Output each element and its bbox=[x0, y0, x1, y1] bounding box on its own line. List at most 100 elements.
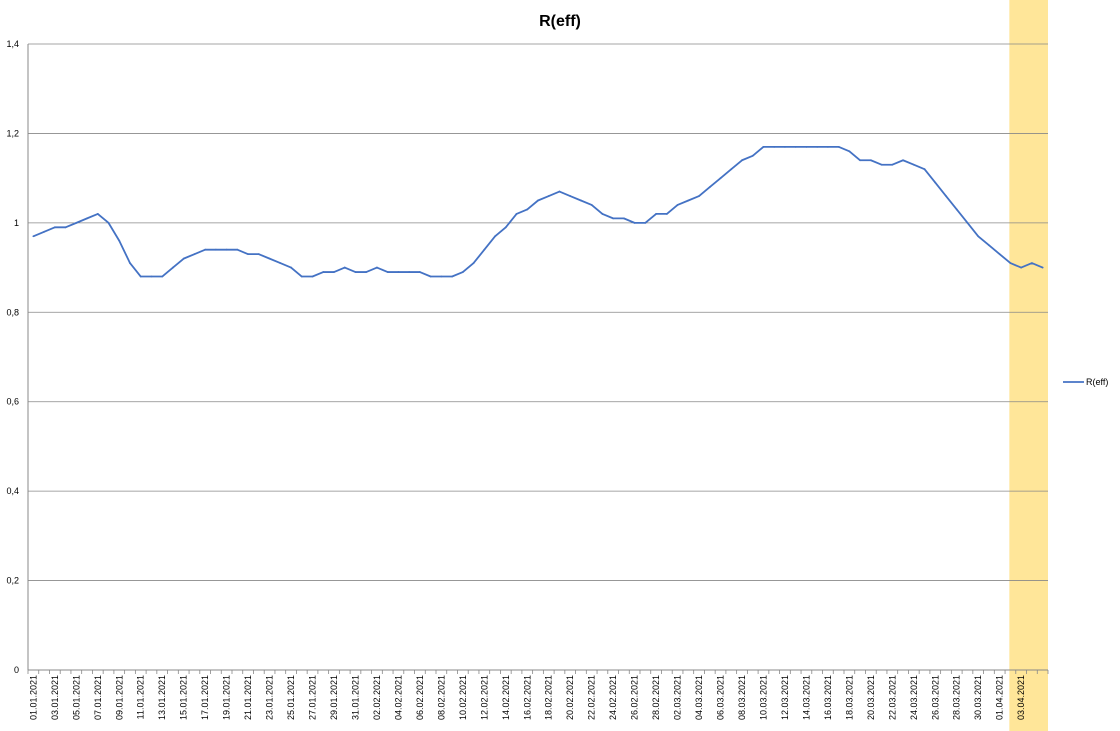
x-tick-label: 04.03.2021 bbox=[694, 675, 704, 720]
x-tick-label: 15.01.2021 bbox=[179, 675, 189, 720]
data-point bbox=[773, 145, 776, 148]
data-point bbox=[408, 271, 411, 273]
data-point bbox=[708, 186, 711, 188]
data-point bbox=[161, 275, 164, 278]
highlight-band bbox=[1009, 0, 1048, 731]
data-point bbox=[934, 181, 937, 184]
data-point bbox=[869, 159, 872, 162]
data-point bbox=[429, 275, 432, 278]
data-point bbox=[569, 195, 572, 197]
x-tick-labels: 01.01.2021 03.01.2021 05.01.2021 07.01.2021… bbox=[28, 675, 1026, 720]
x-tick-label: 21.01.2021 bbox=[243, 675, 253, 720]
data-point bbox=[494, 235, 496, 238]
data-point bbox=[945, 195, 947, 197]
x-tick-label: 29.01.2021 bbox=[329, 675, 339, 720]
data-point bbox=[322, 271, 325, 273]
data-point bbox=[1041, 266, 1044, 269]
data-point bbox=[537, 199, 539, 202]
data-point bbox=[848, 150, 851, 153]
data-point bbox=[107, 221, 110, 224]
x-tick-label: 01.04.2021 bbox=[995, 675, 1005, 720]
x-tick-label: 31.01.2021 bbox=[350, 675, 360, 720]
data-point bbox=[859, 159, 862, 162]
data-point bbox=[515, 213, 518, 215]
x-tick-label: 25.01.2021 bbox=[286, 675, 296, 720]
data-point bbox=[698, 195, 700, 197]
data-point bbox=[794, 145, 797, 148]
data-point bbox=[268, 257, 271, 260]
data-point bbox=[558, 190, 561, 193]
x-tick-label: 22.02.2021 bbox=[587, 675, 597, 720]
data-point bbox=[451, 275, 454, 278]
x-tick-label: 12.02.2021 bbox=[479, 675, 489, 720]
data-point bbox=[32, 235, 35, 238]
x-tick-label: 03.01.2021 bbox=[50, 675, 60, 720]
data-point bbox=[279, 262, 282, 264]
data-point bbox=[1030, 262, 1033, 264]
data-point bbox=[912, 163, 915, 166]
x-tick-label: 09.01.2021 bbox=[114, 675, 124, 720]
data-point bbox=[257, 253, 260, 256]
y-tick-label: 0,4 bbox=[6, 486, 19, 496]
data-point bbox=[762, 145, 765, 148]
data-point bbox=[96, 213, 99, 215]
x-tick-label: 27.01.2021 bbox=[308, 675, 318, 720]
data-point bbox=[236, 248, 239, 251]
data-point bbox=[64, 226, 67, 229]
data-point bbox=[333, 271, 335, 273]
x-tick-label: 18.03.2021 bbox=[844, 675, 854, 720]
x-tick-label: 24.02.2021 bbox=[608, 675, 618, 720]
data-point bbox=[741, 159, 743, 162]
data-point bbox=[483, 248, 486, 251]
data-point bbox=[826, 145, 829, 148]
data-point bbox=[676, 204, 679, 206]
data-point bbox=[504, 226, 507, 229]
data-point bbox=[719, 177, 722, 180]
grid-lines bbox=[28, 43, 1048, 581]
data-point bbox=[172, 266, 174, 269]
data-point bbox=[53, 226, 56, 229]
data-point bbox=[311, 275, 314, 278]
x-tick-label: 19.01.2021 bbox=[222, 675, 232, 720]
x-tick-label: 01.01.2021 bbox=[28, 675, 38, 720]
data-point bbox=[247, 253, 250, 256]
data-point bbox=[225, 248, 228, 251]
x-tick-label: 14.03.2021 bbox=[801, 675, 811, 720]
y-tick-label: 0 bbox=[14, 665, 19, 675]
data-point bbox=[687, 199, 690, 202]
data-point bbox=[376, 266, 378, 269]
legend: R(eff) bbox=[1063, 377, 1108, 387]
x-tick-label: 07.01.2021 bbox=[93, 675, 103, 720]
data-point bbox=[816, 145, 819, 148]
data-point bbox=[193, 253, 196, 256]
data-point bbox=[644, 221, 647, 224]
data-point bbox=[622, 217, 625, 220]
data-point bbox=[998, 253, 1001, 256]
x-tick-label: 10.03.2021 bbox=[758, 675, 768, 720]
data-point bbox=[418, 271, 421, 273]
x-tick-label: 06.02.2021 bbox=[415, 675, 425, 720]
data-point bbox=[118, 239, 121, 242]
data-point bbox=[343, 266, 346, 269]
x-tick-label: 10.02.2021 bbox=[458, 675, 468, 720]
x-tick-label: 26.03.2021 bbox=[930, 675, 940, 720]
data-point bbox=[214, 248, 217, 251]
chart-title: R(eff) bbox=[539, 13, 581, 30]
data-point bbox=[612, 217, 615, 220]
x-tick-label: 12.03.2021 bbox=[780, 675, 790, 720]
x-tick-label: 30.03.2021 bbox=[973, 675, 983, 720]
data-point bbox=[365, 271, 368, 273]
x-tick-label: 08.03.2021 bbox=[737, 675, 747, 720]
x-tick-label: 16.03.2021 bbox=[823, 675, 833, 720]
data-point bbox=[730, 168, 733, 171]
y-tick-label: 1 bbox=[14, 218, 19, 228]
x-tick-label: 14.02.2021 bbox=[501, 675, 511, 720]
data-point bbox=[354, 271, 357, 273]
data-point bbox=[902, 159, 904, 162]
x-tick-label: 18.02.2021 bbox=[544, 675, 554, 720]
x-tick-label: 20.02.2021 bbox=[565, 675, 575, 720]
data-point bbox=[139, 275, 142, 278]
x-tick-label: 26.02.2021 bbox=[630, 675, 640, 720]
data-point bbox=[633, 221, 636, 224]
